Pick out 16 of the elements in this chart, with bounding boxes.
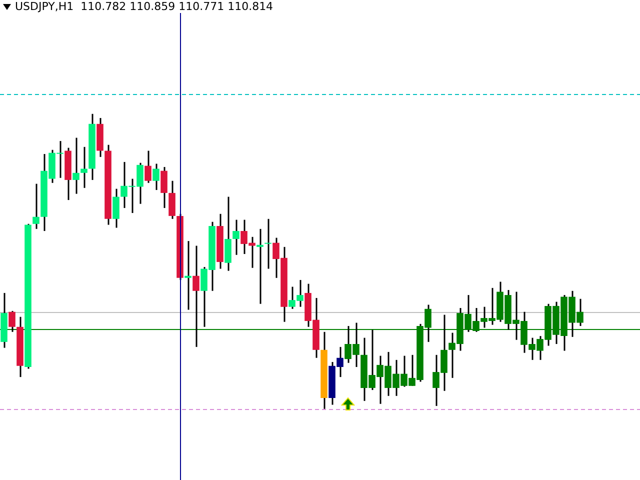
candlestick xyxy=(112,188,120,229)
candlestick xyxy=(168,180,176,220)
candlestick xyxy=(256,228,264,305)
candlestick xyxy=(264,218,272,270)
candlestick xyxy=(80,146,88,189)
candlestick xyxy=(184,240,192,311)
candlestick xyxy=(192,245,200,348)
candlestick xyxy=(152,162,160,191)
candlestick xyxy=(144,150,152,184)
candlestick xyxy=(232,219,240,256)
chart-title: USDJPY,H1 110.782 110.859 110.771 110.814 xyxy=(15,0,274,13)
candlestick xyxy=(224,196,232,272)
candlestick xyxy=(8,310,16,333)
candlestick xyxy=(160,166,168,209)
candlestick xyxy=(72,137,80,195)
candlestick xyxy=(32,183,40,230)
